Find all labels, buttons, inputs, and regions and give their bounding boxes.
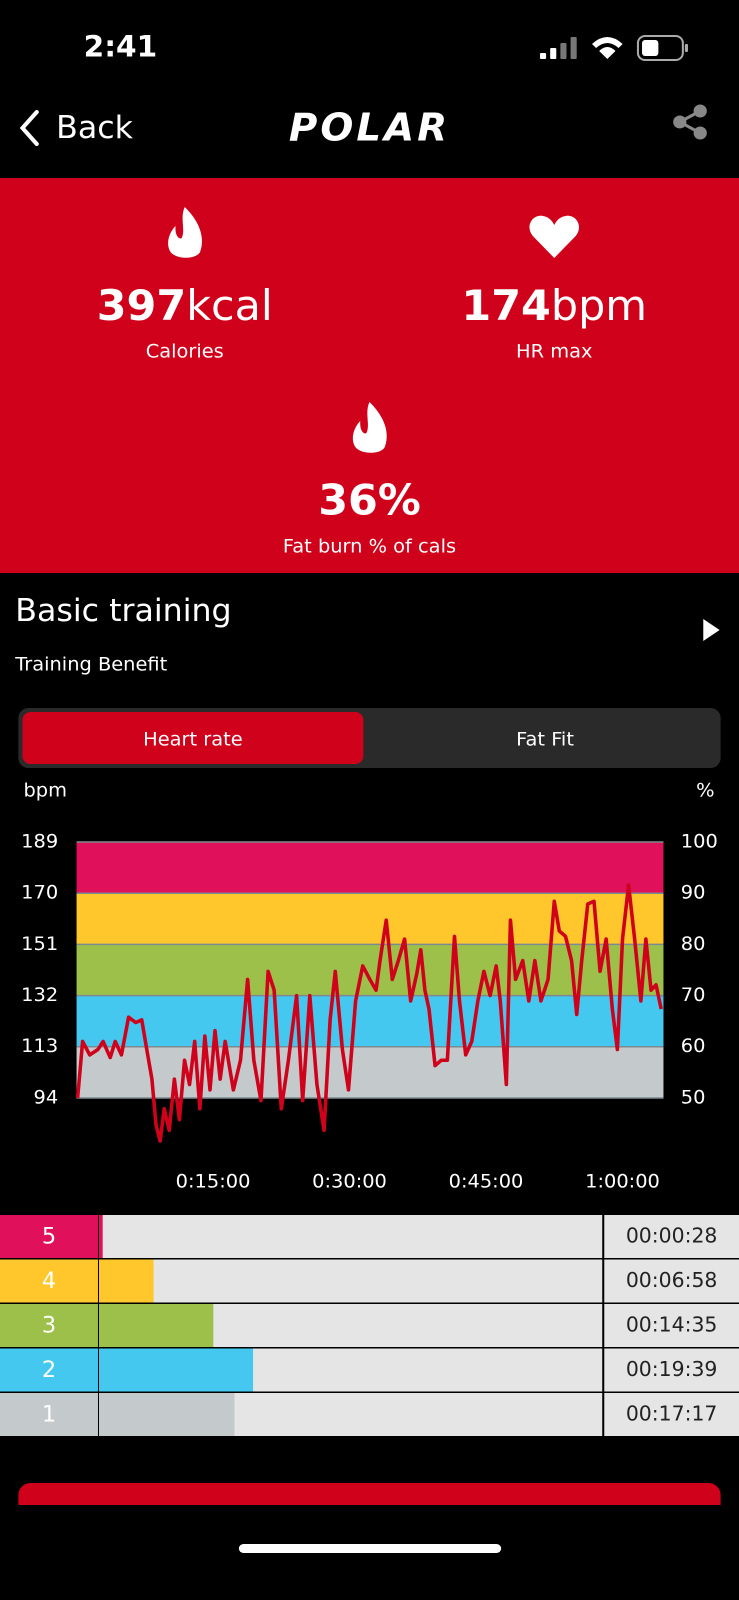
x-tick-label: 0:15:00 [176,1170,251,1193]
stat-value: 174bpm [461,282,647,330]
y2-tick-label: 80 [681,932,706,955]
stats-panel [0,178,739,573]
x-tick-label: 0:45:00 [449,1170,524,1193]
tab-active[interactable] [22,712,364,764]
share-icon[interactable] [673,104,707,140]
x-tick-label: 1:00:00 [585,1170,660,1193]
stat-value: 397kcal [97,282,273,330]
zone-time: 00:06:58 [626,1268,718,1292]
x-tick-label: 0:30:00 [312,1170,387,1193]
zone-time-cell [604,1215,739,1258]
zone-band [76,893,664,945]
y-tick-label: 113 [21,1034,58,1057]
zone-time: 00:00:28 [626,1224,718,1248]
zone-label-cell [0,1304,98,1347]
flame-icon [352,402,387,453]
hr-line [75,883,663,1143]
zone-number: 1 [42,1402,56,1428]
y2-tick-label: 60 [681,1034,706,1057]
y2-tick-label: 100 [681,830,718,853]
zone-bar-track [99,1259,603,1303]
zone-bar [99,1393,235,1436]
zone-time: 00:19:39 [626,1357,718,1381]
y-tick-label: 189 [21,830,58,853]
zone-time: 00:14:35 [626,1313,718,1337]
zone-bar-track [99,1215,603,1258]
zone-number: 5 [42,1224,56,1250]
y-axis-label: bpm [23,779,67,802]
zone-time-cell [604,1393,739,1436]
training-title: Basic training [15,593,231,629]
y-tick-label: 170 [21,881,58,904]
zone-bar [99,1215,103,1258]
zone-band [76,842,664,894]
y2-axis-label: % [696,779,714,802]
training-subtitle: Training Benefit [14,653,167,676]
y2-tick-label: 90 [681,881,706,904]
zone-label-cell [0,1259,98,1303]
back-chevron[interactable] [19,110,39,146]
stat-label: HR max [516,340,592,363]
zone-label-cell [0,1215,98,1258]
zone-band [76,944,664,996]
flame-icon [168,207,202,258]
clock: 2:41 [84,30,158,64]
stat-label: Calories [146,340,224,363]
stat-unit: bpm [551,282,647,330]
zone-time: 00:17:17 [626,1402,718,1426]
zone-bar [99,1304,214,1347]
y-tick-label: 151 [21,932,58,955]
expand-arrow[interactable] [703,619,720,641]
status-icons [539,35,688,61]
logo: POLAR [289,106,450,151]
heart-icon [529,215,580,258]
stat-number: 397 [97,282,186,330]
zone-number: 4 [42,1268,56,1294]
zone-label-cell [0,1348,98,1392]
zone-label-cell [0,1393,98,1436]
y2-tick-label: 50 [681,1086,706,1109]
zone-bar [99,1259,154,1303]
stat-value: 36% [318,477,421,525]
y-tick-label: 94 [34,1086,59,1109]
zone-time-cell [604,1259,739,1303]
zone-number: 3 [42,1313,56,1339]
zone-band [76,995,664,1047]
home-indicator [238,1544,502,1553]
tab-label[interactable]: Fat Fit [516,728,574,751]
zone-band [76,1046,664,1098]
stat-number: 174 [461,282,550,330]
y-tick-label: 132 [21,983,58,1006]
back-button[interactable]: Back [56,110,134,146]
zone-time-cell [604,1304,739,1347]
zone-time-cell [604,1348,739,1392]
stat-unit: kcal [186,282,273,330]
zone-bar [99,1348,254,1392]
tab-label[interactable]: Heart rate [143,728,242,751]
y2-tick-label: 70 [681,983,706,1006]
stat-label: Fat burn % of cals [283,535,456,558]
zone-number: 2 [42,1357,56,1383]
